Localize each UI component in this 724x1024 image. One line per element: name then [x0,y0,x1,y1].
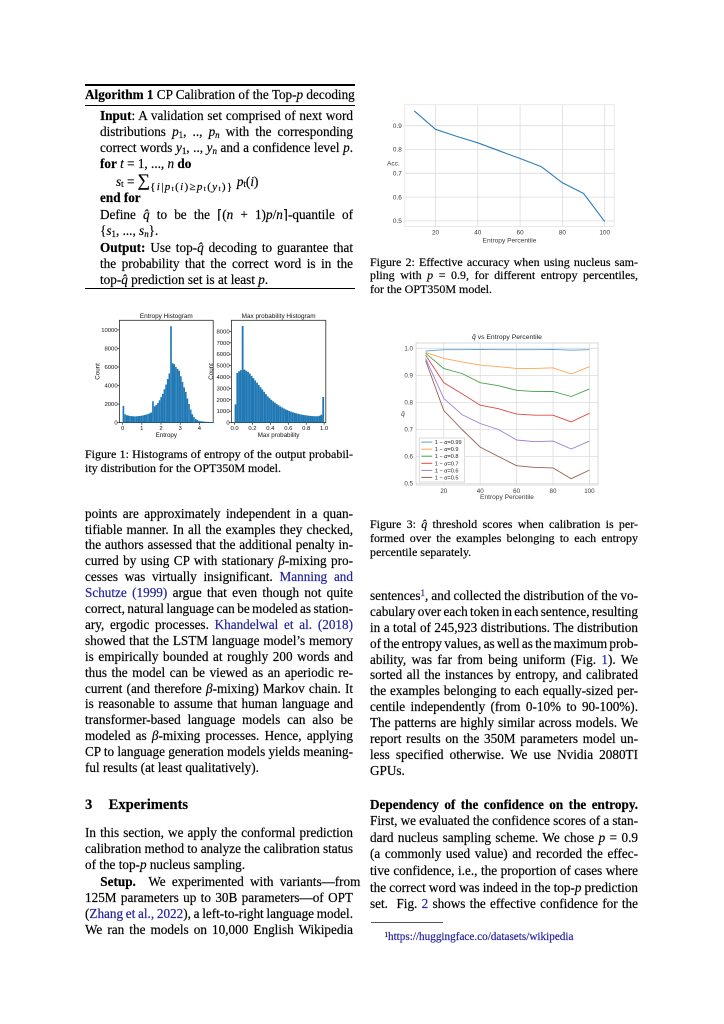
svg-text:Entropy Histogram: Entropy Histogram [140,313,193,320]
svg-text:4000: 4000 [216,375,230,381]
svg-text:1 − α=0.99: 1 − α=0.99 [435,440,462,446]
svg-text:60: 60 [517,230,525,237]
svg-text:4: 4 [198,426,202,432]
svg-text:0.8: 0.8 [393,147,402,154]
svg-text:2000: 2000 [104,402,118,408]
svg-text:1 − α=0.5: 1 − α=0.5 [435,475,459,481]
svg-text:Max probability Histogram: Max probability Histogram [242,313,316,320]
svg-text:0.6: 0.6 [284,426,293,432]
svg-text:1 − α=0.8: 1 − α=0.8 [435,454,459,460]
svg-text:60: 60 [513,488,520,495]
svg-text:0.7: 0.7 [393,171,402,178]
svg-text:10000: 10000 [101,328,118,334]
svg-text:0.5: 0.5 [404,481,413,488]
svg-text:1 − α=0.6: 1 − α=0.6 [435,468,459,474]
svg-text:Count: Count [95,363,102,380]
svg-text:0.2: 0.2 [248,426,256,432]
svg-text:3: 3 [179,426,183,432]
svg-text:0.8: 0.8 [302,426,311,432]
svg-text:40: 40 [477,488,484,495]
svg-text:20: 20 [440,488,447,495]
svg-text:0.9: 0.9 [393,123,402,130]
svg-text:20: 20 [432,230,440,237]
svg-text:5000: 5000 [216,364,230,370]
svg-text:2: 2 [159,426,162,432]
svg-text:1000: 1000 [216,409,230,415]
svg-text:7000: 7000 [216,341,230,347]
svg-text:1.0: 1.0 [320,426,329,432]
svg-text:1: 1 [140,426,143,432]
svg-text:0.6: 0.6 [404,454,413,461]
svg-text:4000: 4000 [104,384,118,390]
svg-text:0.5: 0.5 [393,218,402,225]
svg-text:Entropy Percentile: Entropy Percentile [483,237,537,244]
svg-text:100: 100 [599,230,610,237]
svg-text:0: 0 [121,426,125,432]
svg-text:3000: 3000 [216,386,230,392]
svg-text:8000: 8000 [216,329,230,335]
svg-text:Count: Count [208,363,215,380]
svg-text:8000: 8000 [104,347,118,353]
svg-text:1 − α=0.9: 1 − α=0.9 [435,447,459,453]
svg-text:Entropy: Entropy [156,432,178,439]
svg-text:Entropy Percentile: Entropy Percentile [480,494,534,501]
svg-text:80: 80 [550,488,557,495]
svg-text:Max probability: Max probability [258,432,301,439]
svg-text:80: 80 [559,230,567,237]
svg-text:40: 40 [474,230,482,237]
svg-text:0.7: 0.7 [404,427,413,434]
svg-text:1.0: 1.0 [404,345,413,352]
svg-text:6000: 6000 [104,365,118,371]
svg-text:0.9: 0.9 [404,373,413,380]
svg-text:100: 100 [584,488,595,495]
svg-text:6000: 6000 [216,352,230,358]
svg-text:0: 0 [226,421,230,427]
svg-text:q̂ vs Entropy Percentile: q̂ vs Entropy Percentile [472,334,542,341]
svg-text:1 − α=0.7: 1 − α=0.7 [435,461,459,467]
svg-text:0.4: 0.4 [266,426,275,432]
svg-text:2000: 2000 [216,398,230,404]
svg-text:0: 0 [114,421,118,427]
svg-text:Acc.: Acc. [387,160,400,167]
svg-text:0.6: 0.6 [393,194,402,201]
svg-text:0.8: 0.8 [404,400,413,407]
svg-text:0.0: 0.0 [230,426,239,432]
svg-text:q̂: q̂ [401,411,405,418]
